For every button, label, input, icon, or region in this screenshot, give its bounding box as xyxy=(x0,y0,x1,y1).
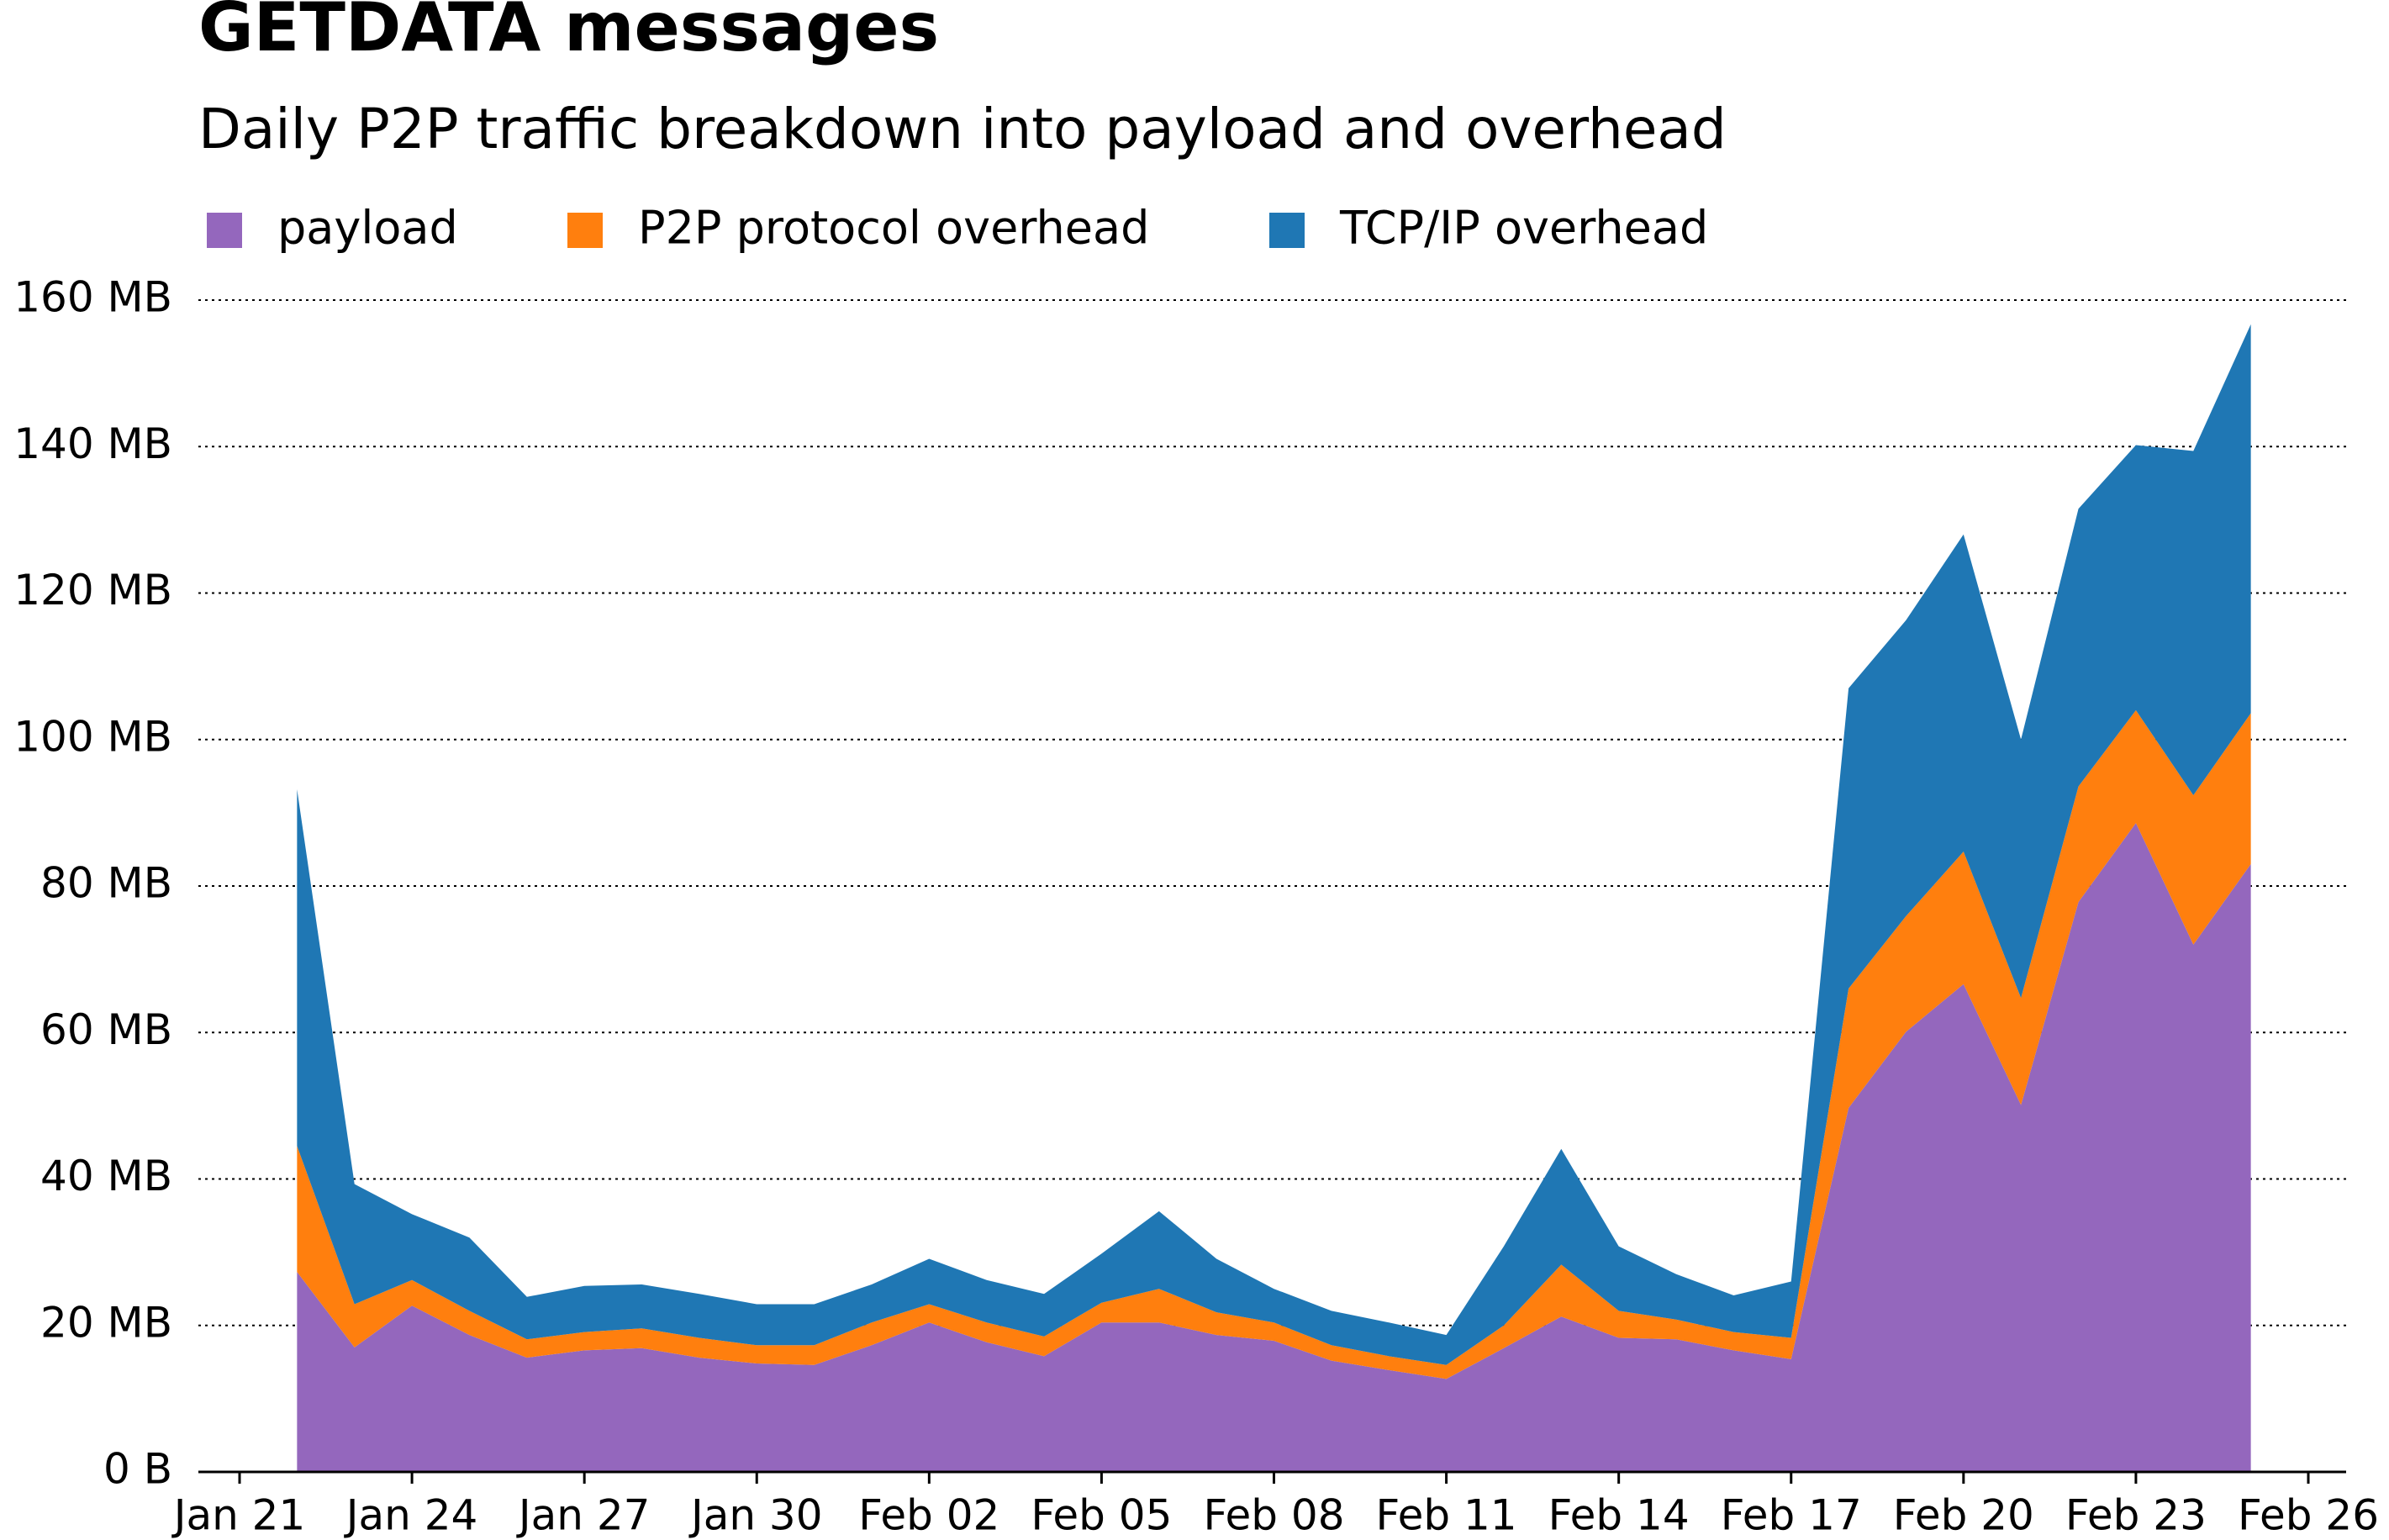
x-tick-label: Jan 21 xyxy=(171,1491,306,1540)
y-tick-label: 140 MB xyxy=(13,419,172,468)
x-tick-label: Feb 17 xyxy=(1721,1491,1862,1540)
area xyxy=(297,324,2251,1365)
chart-subtitle: Daily P2P traffic breakdown into payload… xyxy=(198,97,1727,161)
y-tick-label: 160 MB xyxy=(13,273,172,322)
legend-swatch xyxy=(207,213,242,248)
chart-title: GETDATA messages xyxy=(198,0,939,66)
y-tick-label: 20 MB xyxy=(40,1298,172,1347)
x-tick-label: Jan 30 xyxy=(688,1491,823,1540)
x-tick-label: Feb 26 xyxy=(2238,1491,2379,1540)
y-tick-label: 40 MB xyxy=(40,1152,172,1200)
legend-label: P2P protocol overhead xyxy=(638,202,1149,255)
x-tick-label: Feb 20 xyxy=(1893,1491,2034,1540)
legend-swatch xyxy=(1269,213,1305,248)
x-tick-label: Feb 23 xyxy=(2065,1491,2207,1540)
area xyxy=(297,709,2251,1379)
area xyxy=(297,823,2251,1472)
y-tick-label: 0 B xyxy=(103,1445,172,1494)
y-tick-label: 100 MB xyxy=(13,712,172,761)
x-tick-label: Feb 14 xyxy=(1548,1491,1690,1540)
x-tick-label: Jan 24 xyxy=(344,1491,478,1540)
y-tick-label: 60 MB xyxy=(40,1005,172,1054)
y-tick-label: 120 MB xyxy=(13,566,172,614)
legend-label: TCP/IP overhead xyxy=(1339,202,1708,255)
legend-label: payload xyxy=(277,202,458,255)
x-tick-label: Jan 27 xyxy=(516,1491,651,1540)
y-tick-label: 80 MB xyxy=(40,859,172,908)
x-tick-label: Feb 02 xyxy=(858,1491,999,1540)
x-tick-label: Feb 11 xyxy=(1376,1491,1517,1540)
x-tick-label: Feb 08 xyxy=(1203,1491,1344,1540)
x-tick-label: Feb 05 xyxy=(1031,1491,1172,1540)
legend-swatch xyxy=(567,213,603,248)
